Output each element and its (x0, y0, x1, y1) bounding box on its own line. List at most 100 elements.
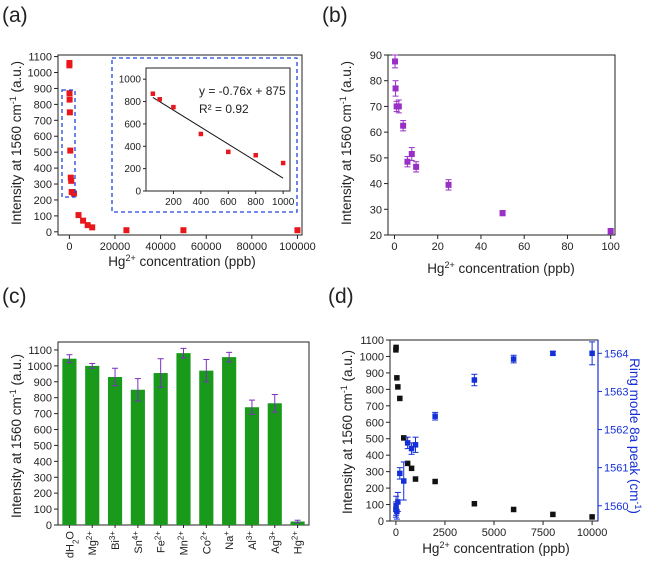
panel-a-point (66, 96, 73, 103)
panel-c-category-subscript: 2 (71, 539, 80, 544)
panel-d-left-ytick-label: 1100 (360, 335, 384, 347)
panel-c-category-tail: O (64, 531, 76, 540)
panel-d-xtick-label: 2500 (433, 527, 457, 539)
panel-b-xlabel: Hg2+ concentration (ppb) (427, 260, 575, 276)
panel-d-intensity-point (394, 375, 400, 381)
panel-c-ytick-label: 800 (34, 393, 52, 405)
panel-c-ytick-label: 300 (34, 472, 52, 484)
panel-c-bar (267, 403, 282, 525)
panel-d-peak-point (589, 350, 595, 357)
panel-a-xlabel: Hg2+ concentration (ppb) (108, 253, 256, 269)
panel-a-point (84, 222, 91, 229)
panel-a-ytick-label: 500 (34, 147, 52, 159)
panel-c-category-superscript: 3+ (108, 531, 117, 540)
panel-c-ytick-label: 500 (34, 440, 52, 452)
panel-b-point (392, 58, 399, 65)
panel-c-category-base: Fe (156, 540, 168, 553)
panel-d-xtick-label: 10000 (577, 527, 608, 539)
panel-b-point (445, 181, 452, 188)
panel-c-ytick-label: 100 (34, 504, 52, 516)
panel-c-category-label: Hg2+ (290, 531, 305, 555)
panel-a-point (180, 227, 187, 234)
panel-d-left-ytick-label: 500 (366, 434, 384, 446)
panel-d-intensity-point (395, 384, 401, 390)
panel-b-ytick-label: 30 (370, 204, 382, 216)
panel-a-xtick-label: 0 (66, 241, 72, 253)
panel-a-xtick-label: 40000 (145, 241, 176, 253)
panel-d-peak-point (393, 503, 399, 509)
panel-a-point (68, 177, 75, 184)
panel-d-right-ytick-label: 1564 (604, 348, 628, 360)
panel-c-category-label: Bi3+ (108, 531, 123, 550)
panel-c-category-label: Al3+ (244, 531, 258, 550)
panel-a-point (66, 90, 73, 97)
panel-a-inset-point (280, 160, 286, 166)
panel-c-category-label: dH2O (64, 531, 80, 559)
panel-d-intensity-point (412, 476, 419, 482)
panel-c-category-label: Co2+ (199, 531, 214, 555)
panel-d-peak-point (412, 442, 419, 448)
panel-c-bar (176, 353, 191, 525)
panel-a-inset-point (226, 149, 231, 155)
panel-d-intensity-point (408, 465, 415, 472)
panel-c-category-superscript: + (222, 531, 231, 536)
panel-a-point (75, 212, 82, 219)
panel-b-point (413, 163, 420, 170)
panel-a-inset-xtick-label: 800 (247, 197, 264, 208)
panel-a-inset-point (157, 97, 162, 102)
panel-d-xtick-label: 0 (393, 527, 399, 539)
panel-b-ytick-label: 50 (370, 153, 382, 165)
panel-d-xtick-label: 5000 (482, 527, 506, 539)
panel-a-inset-point (171, 104, 176, 110)
panel-c-category-base: Al (247, 540, 259, 550)
panel-d-peak-point (400, 478, 407, 484)
panel-d-left-ytick-label: 200 (366, 483, 384, 495)
panel-a-inset-fit-line (152, 96, 284, 179)
panel-a-ytick-label: 900 (34, 83, 52, 95)
panel-d-intensity-point (589, 514, 595, 520)
panel-a-point (70, 190, 77, 197)
panel-c-category-label: Ag3+ (267, 531, 282, 554)
panel-a-inset-equation: y = -0.76x + 875 (199, 84, 286, 98)
panel-d-intensity-point (393, 344, 399, 351)
panel-c-category-superscript: 3+ (244, 531, 253, 540)
panel-b-xtick-label: 20 (432, 241, 444, 253)
panel-c-category-superscript: 2+ (153, 531, 162, 540)
panel-c-ytick-label: 600 (34, 425, 52, 437)
panel-a-inset-xtick-label: 1000 (272, 197, 295, 208)
panel-c-bar (244, 407, 260, 525)
panel-d-peak-point (404, 440, 411, 446)
panel-a-xtick-label: 100000 (279, 241, 316, 253)
panel-c-ytick-label: 1100 (28, 345, 52, 357)
panel-a-point (67, 147, 74, 154)
panel-a-inset-ytick-label: 800 (124, 97, 141, 108)
panel-a-inset-r2: R² = 0.92 (199, 102, 249, 116)
panel-d-intensity-point (404, 460, 411, 467)
panel-d-left-ytick-label: 700 (366, 401, 384, 413)
panel-a-inset-ytick-label: 200 (124, 164, 141, 175)
panel-b-xtick-label: 60 (518, 241, 530, 253)
panel-c-category-base: Ag (270, 540, 282, 553)
panel-a-label: (a) (2, 4, 28, 27)
panel-a-highlight-box (61, 89, 76, 198)
panel-a-point (66, 59, 73, 66)
panel-a-inset-ytick-label: 400 (124, 142, 141, 153)
panel-d-peak-point (397, 470, 403, 477)
panel-b-label: (b) (322, 4, 348, 27)
panel-b-point (400, 122, 407, 129)
panel-a-inset-xtick-label: 600 (220, 197, 237, 208)
panel-a-xtick-label: 20000 (100, 241, 131, 253)
panel-d-left-ytick-label: 0 (378, 516, 384, 528)
panel-a-inset-frame (145, 67, 291, 192)
panel-a-ytick-label: 200 (34, 195, 52, 207)
panel-c-bar (153, 373, 168, 525)
panel-d-peak-point (510, 356, 517, 362)
panel-a-ytick-label: 300 (34, 179, 52, 191)
panel-b-ytick-label: 80 (370, 76, 382, 88)
panel-c-category-base: Na (224, 535, 236, 550)
panel-c-ytick-label: 0 (46, 520, 52, 532)
panel-a-ytick-label: 600 (34, 131, 52, 143)
panel-d-intensity-point (432, 478, 438, 485)
panel-d-intensity-point (550, 511, 556, 518)
panel-c-category-base: Mg (87, 540, 99, 555)
